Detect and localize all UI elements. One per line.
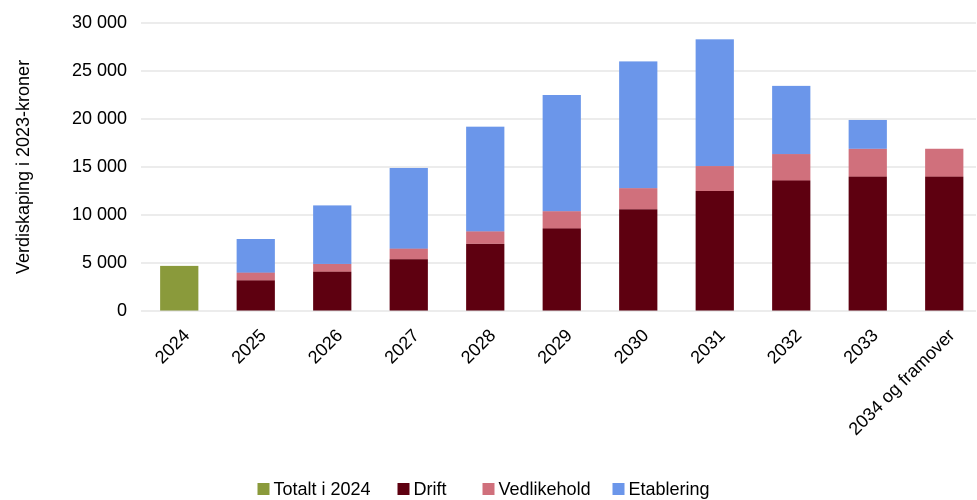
- y-tick-label: 15 000: [72, 156, 127, 176]
- legend-swatch: [482, 483, 495, 495]
- bar-segment: [848, 176, 887, 311]
- bar-segment: [466, 126, 505, 232]
- y-axis-label: Verdiskaping i 2023-kroner: [13, 60, 33, 274]
- legend-swatch: [612, 483, 625, 495]
- bar-segment: [619, 61, 658, 189]
- bar-segment: [925, 148, 964, 177]
- bar-segment: [389, 248, 428, 260]
- bar-segment: [772, 85, 811, 155]
- legend-swatch: [397, 483, 410, 495]
- bar-segment: [619, 188, 658, 210]
- legend-label: Etablering: [629, 479, 710, 499]
- y-tick-label: 10 000: [72, 204, 127, 224]
- x-tick-label: 2030: [610, 325, 652, 367]
- bar-segment: [466, 231, 505, 244]
- bar-segment: [848, 119, 887, 149]
- y-tick-label: 0: [117, 300, 127, 320]
- x-tick-label: 2032: [763, 325, 805, 367]
- bar-segment: [619, 209, 658, 311]
- y-tick-label: 5 000: [82, 252, 127, 272]
- bar-segment: [695, 39, 734, 167]
- x-tick-label: 2027: [380, 325, 422, 367]
- legend-swatch: [257, 483, 270, 495]
- x-tick-label: 2031: [686, 325, 728, 367]
- bar-segment: [160, 265, 199, 311]
- y-tick-label: 30 000: [72, 12, 127, 32]
- legend-label: Drift: [414, 479, 447, 499]
- bar-segment: [542, 211, 581, 229]
- bar-segment: [389, 259, 428, 311]
- bar-segment: [389, 167, 428, 249]
- x-tick-label: 2033: [839, 325, 881, 367]
- bar-segment: [772, 180, 811, 311]
- x-tick-label: 2029: [533, 325, 575, 367]
- x-tick-label: 2025: [227, 325, 269, 367]
- bar-segment: [542, 228, 581, 311]
- x-tick-label: 2024: [151, 325, 193, 367]
- x-tick-label: 2026: [304, 325, 346, 367]
- legend-label: Totalt i 2024: [274, 479, 371, 499]
- bar-segment: [236, 280, 275, 311]
- bar-segment: [695, 166, 734, 191]
- bar-segment: [772, 154, 811, 181]
- bar-segment: [848, 148, 887, 177]
- bar-segment: [236, 272, 275, 281]
- bar-segment: [313, 205, 352, 264]
- bar-segment: [925, 176, 964, 311]
- bar-segment: [313, 271, 352, 311]
- bar-segment: [236, 239, 275, 273]
- legend-label: Vedlikehold: [499, 479, 591, 499]
- bar-segment: [695, 191, 734, 311]
- bar-segment: [466, 243, 505, 311]
- y-tick-label: 20 000: [72, 108, 127, 128]
- x-tick-label: 2028: [457, 325, 499, 367]
- bar-segment: [313, 263, 352, 272]
- y-tick-label: 25 000: [72, 60, 127, 80]
- bar-segment: [542, 95, 581, 212]
